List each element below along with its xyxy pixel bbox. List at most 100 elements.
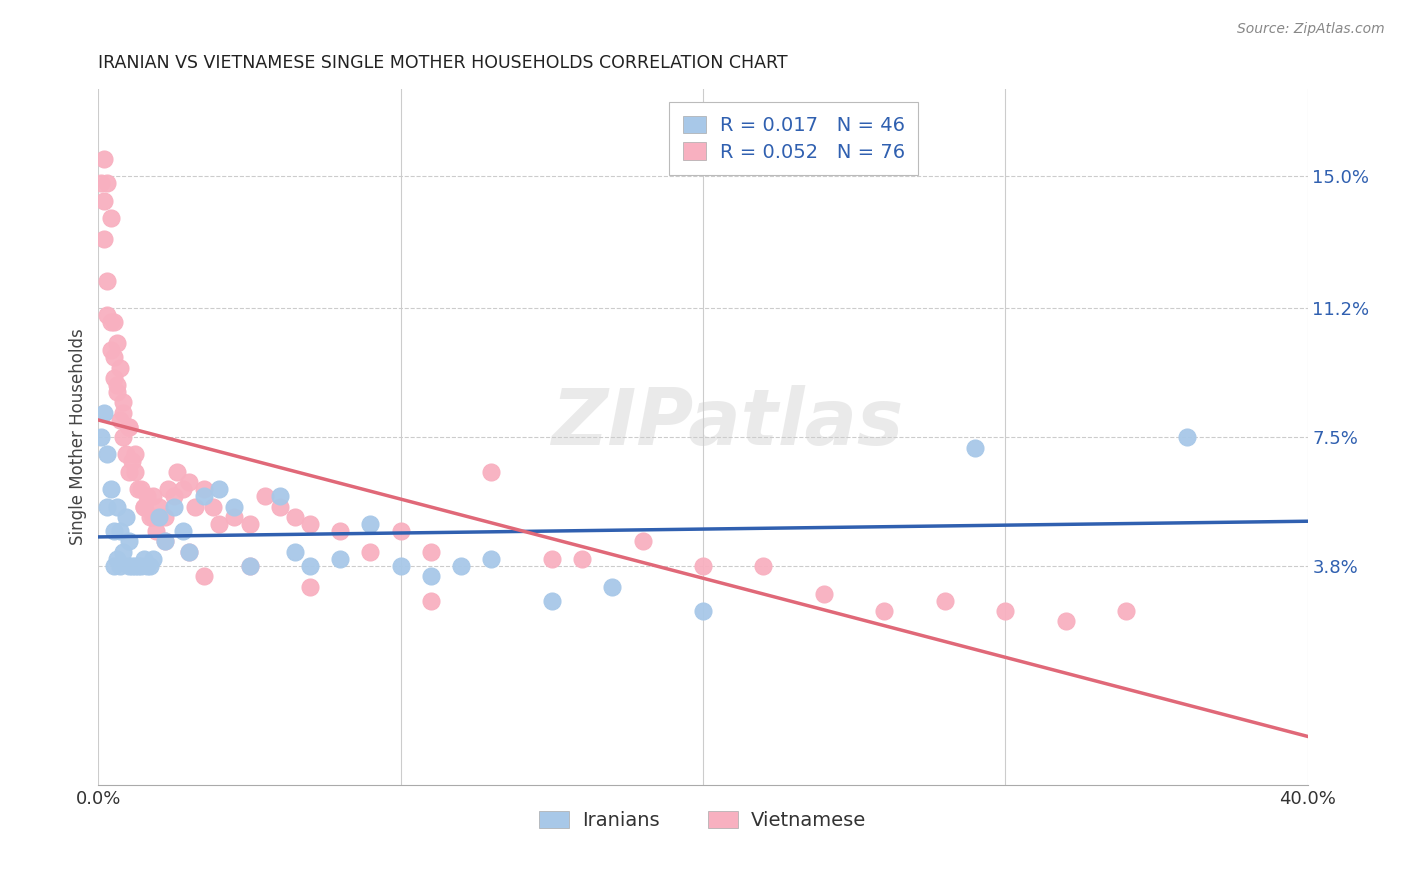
Point: [239, 558, 262, 573]
Point: [481, 465, 503, 479]
Point: [1115, 604, 1137, 618]
Point: [239, 516, 262, 531]
Point: [153, 510, 176, 524]
Point: [103, 558, 125, 573]
Point: [96, 273, 118, 287]
Point: [103, 524, 125, 538]
Point: [224, 500, 246, 514]
Point: [121, 558, 143, 573]
Point: [965, 441, 987, 455]
Point: [145, 524, 167, 538]
Point: [224, 510, 246, 524]
Point: [1054, 615, 1077, 629]
Point: [184, 500, 207, 514]
Point: [389, 524, 412, 538]
Point: [269, 489, 291, 503]
Point: [208, 516, 231, 531]
Point: [124, 558, 146, 573]
Point: [118, 465, 141, 479]
Point: [108, 412, 131, 427]
Point: [269, 500, 291, 514]
Y-axis label: Single Mother Households: Single Mother Households: [69, 329, 87, 545]
Point: [111, 395, 134, 409]
Point: [156, 482, 179, 496]
Point: [129, 482, 152, 496]
Point: [132, 500, 155, 514]
Point: [103, 315, 125, 329]
Point: [360, 516, 382, 531]
Point: [360, 545, 382, 559]
Point: [602, 580, 624, 594]
Point: [124, 447, 146, 462]
Point: [90, 430, 112, 444]
Point: [142, 510, 165, 524]
Point: [994, 604, 1017, 618]
Point: [96, 500, 118, 514]
Point: [135, 489, 157, 503]
Point: [111, 545, 134, 559]
Point: [105, 384, 128, 399]
Point: [1175, 430, 1198, 444]
Point: [124, 465, 146, 479]
Point: [96, 447, 118, 462]
Point: [114, 447, 136, 462]
Point: [108, 360, 131, 375]
Point: [129, 558, 152, 573]
Point: [166, 465, 188, 479]
Point: [179, 545, 201, 559]
Point: [284, 545, 307, 559]
Point: [299, 558, 322, 573]
Point: [540, 551, 562, 566]
Point: [142, 551, 165, 566]
Point: [100, 211, 122, 225]
Point: [299, 516, 322, 531]
Point: [481, 551, 503, 566]
Point: [96, 308, 118, 322]
Point: [571, 551, 593, 566]
Point: [193, 482, 215, 496]
Point: [163, 500, 186, 514]
Point: [100, 343, 122, 357]
Point: [172, 482, 194, 496]
Point: [692, 604, 714, 618]
Point: [118, 419, 141, 434]
Point: [132, 551, 155, 566]
Point: [139, 510, 162, 524]
Point: [934, 593, 956, 607]
Point: [96, 176, 118, 190]
Point: [193, 569, 215, 583]
Point: [93, 232, 115, 246]
Point: [90, 176, 112, 190]
Point: [193, 489, 215, 503]
Point: [329, 551, 352, 566]
Point: [139, 558, 162, 573]
Text: IRANIAN VS VIETNAMESE SINGLE MOTHER HOUSEHOLDS CORRELATION CHART: IRANIAN VS VIETNAMESE SINGLE MOTHER HOUS…: [98, 54, 787, 72]
Legend: Iranians, Vietnamese: Iranians, Vietnamese: [531, 803, 875, 838]
Point: [118, 534, 141, 549]
Point: [389, 558, 412, 573]
Point: [299, 580, 322, 594]
Point: [172, 524, 194, 538]
Point: [103, 371, 125, 385]
Point: [179, 475, 201, 490]
Point: [111, 406, 134, 420]
Point: [239, 558, 262, 573]
Point: [420, 545, 443, 559]
Text: Source: ZipAtlas.com: Source: ZipAtlas.com: [1237, 22, 1385, 37]
Point: [127, 558, 149, 573]
Point: [179, 545, 201, 559]
Point: [202, 500, 225, 514]
Point: [163, 489, 186, 503]
Point: [111, 430, 134, 444]
Point: [135, 558, 157, 573]
Point: [93, 406, 115, 420]
Point: [692, 558, 714, 573]
Point: [148, 510, 170, 524]
Point: [253, 489, 276, 503]
Point: [93, 152, 115, 166]
Point: [121, 454, 143, 468]
Point: [142, 489, 165, 503]
Point: [100, 315, 122, 329]
Point: [420, 593, 443, 607]
Point: [118, 419, 141, 434]
